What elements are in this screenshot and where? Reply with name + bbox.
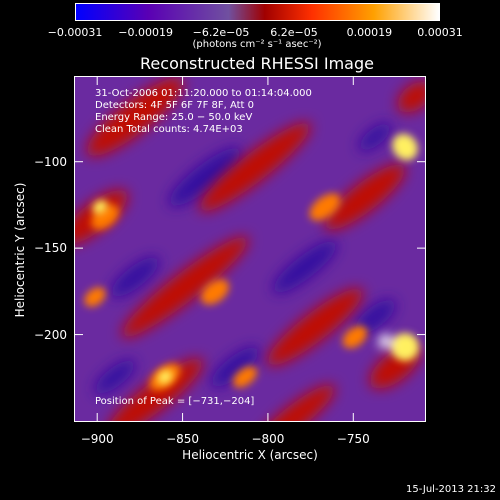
heatmap-hotspot	[84, 287, 106, 307]
y-tick-label: −100	[34, 154, 67, 169]
heatmap-band	[397, 81, 425, 113]
x-tick-label: −750	[336, 432, 370, 446]
heatmap-trough	[110, 256, 160, 298]
x-tick-label: −900	[80, 432, 114, 446]
heatmap-trough	[272, 240, 338, 294]
heatmap-hotspot	[200, 279, 230, 305]
heatmap-peak	[92, 200, 108, 214]
heatmap-band	[121, 236, 249, 338]
timestamp: 15-Jul-2013 21:32	[405, 484, 496, 495]
heatmap-hotspot	[342, 325, 368, 349]
heatmap-peak	[392, 133, 418, 161]
annotation-peak-position: Position of Peak = [−731,−204]	[95, 396, 255, 407]
annotation-clean-counts: Clean Total counts: 4.74E+03	[95, 124, 243, 135]
x-axis-label: Heliocentric X (arcsec)	[182, 448, 318, 462]
x-tick-label: −800	[251, 432, 285, 446]
colorbar-tick-label: 0.00019	[346, 26, 393, 39]
y-tick-label: −200	[34, 327, 67, 342]
heatmap-band	[266, 288, 364, 366]
heatmap-trough	[354, 299, 396, 335]
colorbar-unit-label: (photons cm⁻² s⁻¹ asec⁻²)	[192, 39, 322, 50]
colorbar-tick-label: −0.00019	[118, 26, 173, 39]
annotation-detectors: Detectors: 4F 5F 6F 7F 8F, Att 0	[95, 100, 255, 111]
heatmap-trough	[358, 123, 392, 151]
annotation-time-range: 31-Oct-2006 01:11:20.000 to 01:14:04.000	[95, 88, 312, 99]
heatmap-peak	[391, 333, 419, 361]
heatmap-band	[199, 122, 311, 212]
heatmap-band	[86, 77, 184, 157]
x-tick-label: −850	[166, 432, 200, 446]
colorbar-tick-label: −0.00031	[47, 26, 103, 39]
heatmap-trough	[210, 346, 260, 388]
colorbar-tick-label: −6.2e−05	[192, 26, 250, 39]
heatmap-trough	[94, 360, 136, 394]
heatmap-trough	[168, 147, 242, 207]
heatmap-band	[324, 164, 406, 230]
colorbar-tick-label: 6.2e−05	[270, 26, 318, 39]
y-tick-label: −150	[34, 241, 67, 256]
heatmap-hotspot	[309, 193, 341, 221]
y-axis-label: Heliocentric Y (arcsec)	[13, 182, 27, 318]
peak-point	[378, 334, 393, 349]
heatmap-band	[254, 384, 336, 421]
annotation-energy-range: Energy Range: 25.0 − 50.0 keV	[95, 112, 253, 123]
heatmap-hotspot	[232, 366, 258, 388]
colorbar-tick-label: 0.00031	[417, 26, 463, 39]
heatmap-peak	[157, 370, 173, 384]
chart-title: Reconstructed RHESSI Image	[140, 54, 374, 73]
heatmap-band	[106, 358, 204, 421]
heatmap-plot	[74, 76, 426, 422]
colorbar	[75, 3, 440, 21]
